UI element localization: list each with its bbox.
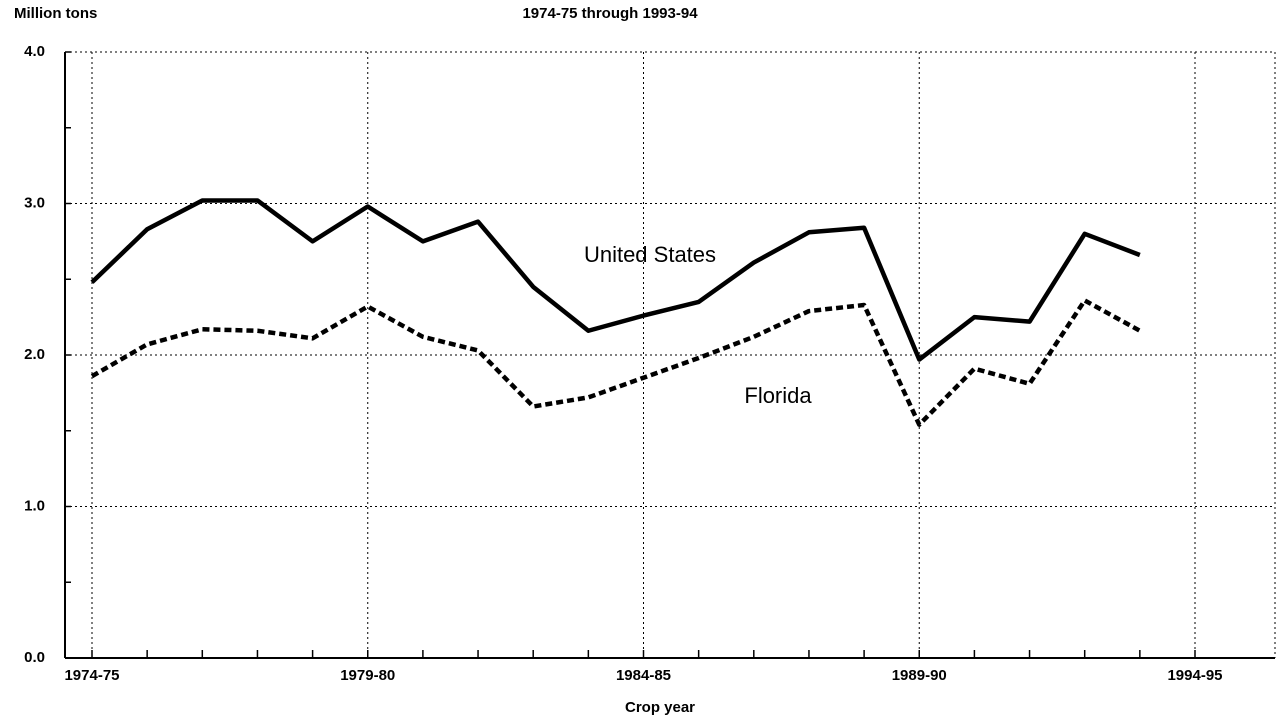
chart-title: 1974-75 through 1993-94 bbox=[522, 5, 698, 22]
x-axis-label: Crop year bbox=[625, 699, 695, 716]
series-label: Florida bbox=[744, 383, 812, 408]
x-tick-label: 1979-80 bbox=[340, 667, 395, 684]
y-tick-label: 4.0 bbox=[24, 43, 45, 60]
series-line bbox=[90, 298, 1141, 427]
y-tick-label: 0.0 bbox=[24, 649, 45, 666]
x-tick-label: 1994-95 bbox=[1167, 667, 1222, 684]
y-axis-label: Million tons bbox=[14, 5, 97, 22]
y-tick-label: 3.0 bbox=[24, 194, 45, 211]
x-tick-label: 1989-90 bbox=[892, 667, 947, 684]
x-tick-label: 1984-85 bbox=[616, 667, 671, 684]
x-tick-label: 1974-75 bbox=[64, 667, 119, 684]
y-tick-label: 2.0 bbox=[24, 346, 45, 363]
series-line bbox=[90, 198, 1141, 362]
y-tick-label: 1.0 bbox=[24, 497, 45, 514]
series-label: United States bbox=[584, 242, 716, 267]
